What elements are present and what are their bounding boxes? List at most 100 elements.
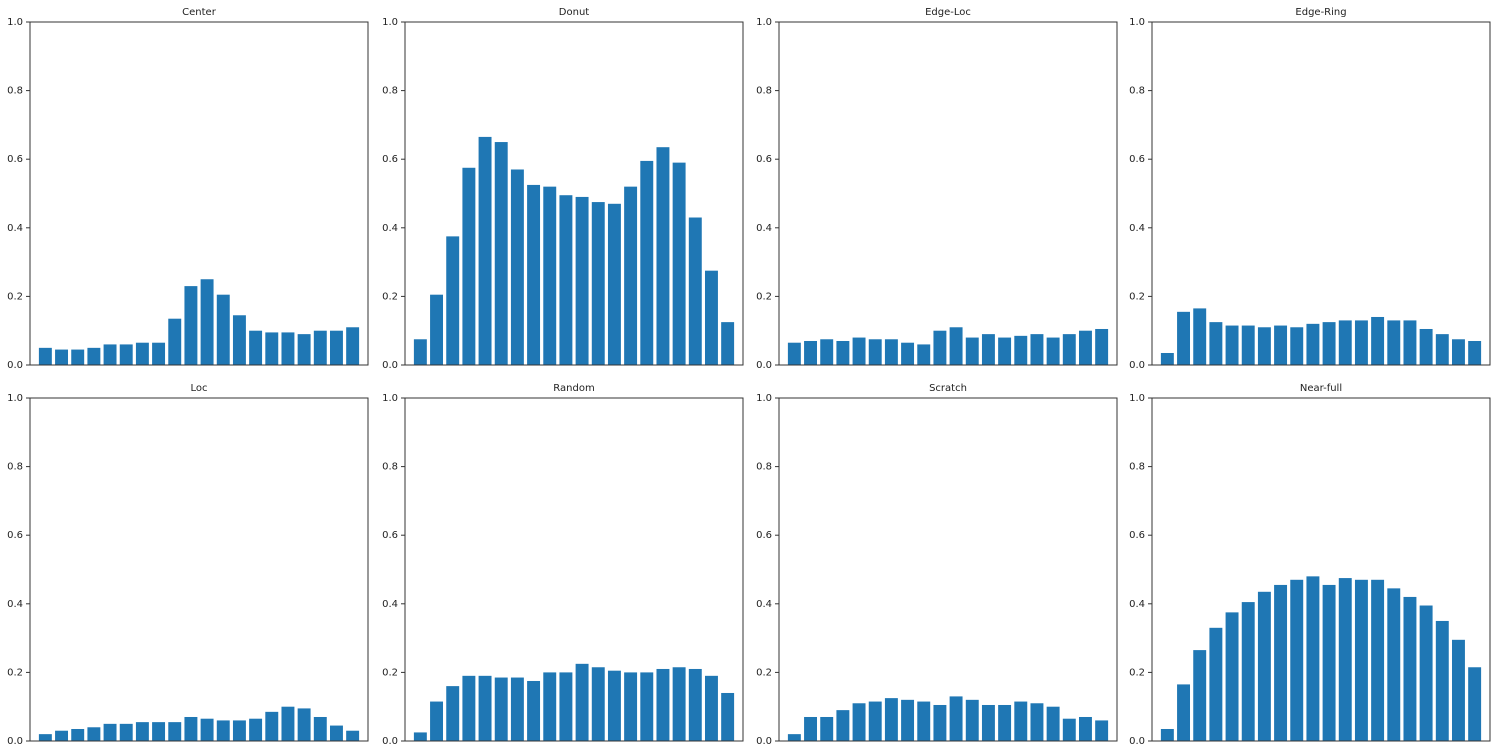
bar [462,675,476,741]
y-tick-label: 0.8 [7,462,23,473]
bar [1338,320,1352,365]
bar [1078,330,1092,365]
bar [965,337,979,365]
bar [998,704,1012,741]
bar [265,711,279,741]
bar [1225,612,1239,741]
y-tick-label: 1.0 [756,17,772,28]
bar [575,663,589,741]
bar [1046,706,1060,741]
subplot-title: Scratch [929,383,967,394]
bar [446,236,460,365]
bar [656,668,670,741]
bar [933,704,947,741]
bar [232,720,246,741]
bar [1030,703,1044,741]
bar [640,160,654,365]
bar [1014,335,1028,365]
bar [297,334,311,365]
bar [1306,576,1320,741]
subplot-title: Donut [559,7,589,18]
y-tick-label: 0.0 [7,736,23,747]
y-tick-label: 0.4 [382,223,398,234]
bar [1193,650,1207,741]
plot-frame [778,21,1118,366]
bar [607,203,621,365]
bar [510,169,524,365]
bar [413,732,427,741]
bar [297,708,311,741]
y-tick-label: 1.0 [1129,17,1145,28]
bar [836,340,850,365]
bar [313,330,327,365]
bar [1338,578,1352,741]
bar [820,339,834,365]
bar [1177,684,1191,741]
y-tick-label: 0.4 [756,599,772,610]
bar [1419,328,1433,365]
bar [55,730,69,741]
bar [249,330,263,365]
bar [1371,579,1385,741]
y-tick-label: 0.2 [382,667,398,678]
y-tick-label: 0.2 [756,291,772,302]
y-tick-label: 0.6 [382,530,398,541]
bar [1046,337,1060,365]
bar [249,718,263,741]
bar [462,167,476,365]
subplot-title: Center [182,7,217,18]
y-tick-label: 0.0 [1129,360,1145,371]
bar [1322,322,1336,365]
y-tick-label: 0.6 [382,154,398,165]
bar [981,704,995,741]
y-tick-label: 0.6 [756,530,772,541]
bar [38,734,52,741]
bar [1371,316,1385,365]
bar [71,349,85,365]
bar [1257,327,1271,365]
bar [591,667,605,741]
bar [949,696,963,741]
subplot-title: Near-full [1300,383,1342,394]
bar [1209,322,1223,365]
bar [852,703,866,741]
bar [135,342,149,365]
bar [901,699,915,741]
bar [232,315,246,365]
bar [1435,334,1449,365]
bar [820,716,834,741]
y-tick-label: 1.0 [756,393,772,404]
plot-frame [404,397,744,742]
bar [478,136,492,365]
y-tick-label: 0.0 [756,360,772,371]
bar [1403,320,1417,365]
bar [1354,320,1368,365]
plot-frame [1151,21,1491,366]
bar [1274,584,1288,741]
bar [1078,716,1092,741]
y-tick-label: 1.0 [7,393,23,404]
bar [1095,720,1109,741]
bar [704,675,718,741]
y-tick-label: 0.4 [1129,223,1145,234]
bar [559,672,573,741]
bar [135,722,149,741]
bar [55,349,69,365]
bar [721,322,735,365]
bar [688,668,702,741]
bar [1468,340,1482,365]
bar [1014,701,1028,741]
bar [981,334,995,365]
bar [184,286,198,365]
bar [804,340,818,365]
bar [836,710,850,741]
bar [1241,602,1255,741]
bar [216,294,230,365]
bar [38,347,52,365]
y-tick-label: 0.6 [1129,530,1145,541]
y-tick-label: 0.0 [382,360,398,371]
bar [281,332,295,365]
bar [1209,627,1223,741]
bar [884,339,898,365]
